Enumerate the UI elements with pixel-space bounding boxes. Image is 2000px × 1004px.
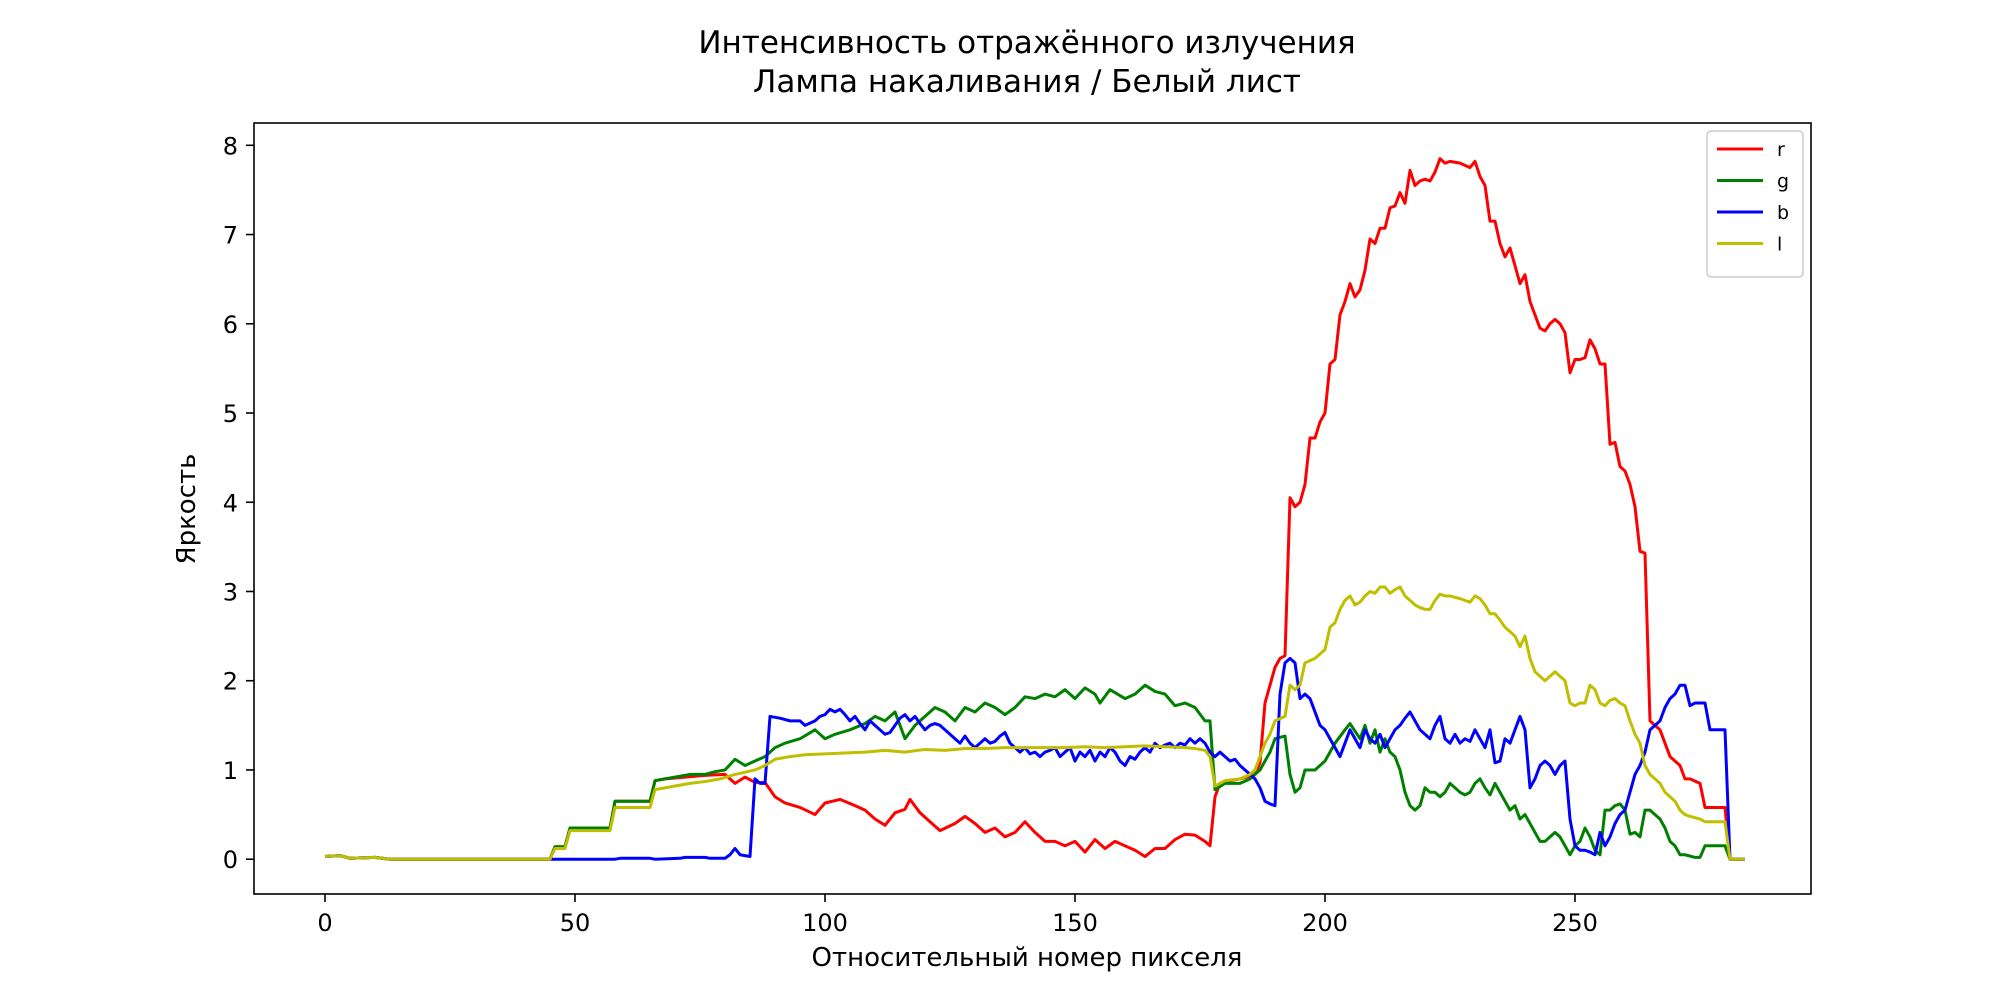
y-tick-label: 3 <box>223 578 238 606</box>
x-tick-label: 0 <box>317 909 332 937</box>
x-tick-label: 150 <box>1052 909 1098 937</box>
legend-label-l: l <box>1777 234 1782 256</box>
series-layer <box>324 157 1745 861</box>
series-line-b <box>324 656 1745 861</box>
y-tick-label: 6 <box>223 311 238 339</box>
x-tick-label: 200 <box>1302 909 1348 937</box>
series-line-l <box>324 585 1745 861</box>
chart-title-line-2: Лампа накаливания / Белый лист <box>753 64 1301 100</box>
y-tick-label: 4 <box>223 489 238 517</box>
chart-title-line-1: Интенсивность отражённого излучения <box>698 25 1355 61</box>
x-tick-label: 250 <box>1552 909 1598 937</box>
x-tick-label: 50 <box>560 909 591 937</box>
plot-frame <box>253 122 1812 895</box>
y-tick-label: 7 <box>223 222 238 250</box>
x-axis-label: Относительный номер пикселя <box>812 943 1243 973</box>
y-tick-label: 5 <box>223 400 238 428</box>
y-tick-label: 2 <box>223 668 238 696</box>
series-line-r <box>324 157 1745 861</box>
legend-label-g: g <box>1777 171 1789 193</box>
y-axis-label: Яркость <box>172 454 202 565</box>
y-tick-label: 1 <box>223 757 238 785</box>
axes-layer: 0 50 100 150 200 250 0 1 2 3 4 5 6 7 8 <box>223 122 1812 937</box>
y-tick-label: 8 <box>223 132 238 160</box>
y-tick-label: 0 <box>223 846 238 874</box>
x-tick-label: 100 <box>802 909 848 937</box>
legend-box <box>1706 130 1804 278</box>
legend-label-r: r <box>1777 139 1785 161</box>
legend-label-b: b <box>1777 202 1789 224</box>
